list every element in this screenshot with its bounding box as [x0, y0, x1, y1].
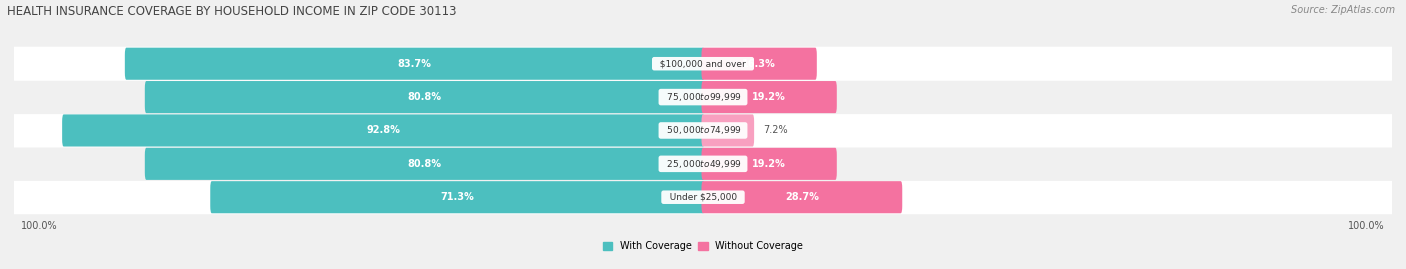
- Text: 7.2%: 7.2%: [763, 125, 787, 136]
- Text: 83.7%: 83.7%: [398, 59, 432, 69]
- FancyBboxPatch shape: [702, 81, 837, 113]
- FancyBboxPatch shape: [14, 147, 1392, 181]
- FancyBboxPatch shape: [702, 181, 903, 213]
- Text: $100,000 and over: $100,000 and over: [654, 59, 752, 68]
- Text: 19.2%: 19.2%: [752, 159, 786, 169]
- FancyBboxPatch shape: [14, 47, 1392, 81]
- FancyBboxPatch shape: [145, 148, 704, 180]
- Text: $25,000 to $49,999: $25,000 to $49,999: [661, 158, 745, 170]
- Text: $75,000 to $99,999: $75,000 to $99,999: [661, 91, 745, 103]
- FancyBboxPatch shape: [14, 80, 1392, 114]
- FancyBboxPatch shape: [702, 114, 754, 147]
- FancyBboxPatch shape: [702, 148, 837, 180]
- Text: $50,000 to $74,999: $50,000 to $74,999: [661, 125, 745, 136]
- FancyBboxPatch shape: [14, 114, 1392, 147]
- Text: 92.8%: 92.8%: [367, 125, 401, 136]
- Text: Under $25,000: Under $25,000: [664, 193, 742, 202]
- FancyBboxPatch shape: [125, 48, 704, 80]
- Text: 28.7%: 28.7%: [785, 192, 818, 202]
- FancyBboxPatch shape: [145, 81, 704, 113]
- FancyBboxPatch shape: [62, 114, 704, 147]
- Text: HEALTH INSURANCE COVERAGE BY HOUSEHOLD INCOME IN ZIP CODE 30113: HEALTH INSURANCE COVERAGE BY HOUSEHOLD I…: [7, 5, 457, 18]
- FancyBboxPatch shape: [14, 180, 1392, 214]
- Text: 100.0%: 100.0%: [21, 221, 58, 231]
- Text: 71.3%: 71.3%: [440, 192, 474, 202]
- Text: 80.8%: 80.8%: [408, 92, 441, 102]
- Text: 100.0%: 100.0%: [1348, 221, 1385, 231]
- Text: Source: ZipAtlas.com: Source: ZipAtlas.com: [1291, 5, 1395, 15]
- Text: 16.3%: 16.3%: [742, 59, 776, 69]
- Text: 80.8%: 80.8%: [408, 159, 441, 169]
- FancyBboxPatch shape: [702, 48, 817, 80]
- FancyBboxPatch shape: [211, 181, 704, 213]
- Text: 19.2%: 19.2%: [752, 92, 786, 102]
- Legend: With Coverage, Without Coverage: With Coverage, Without Coverage: [599, 238, 807, 255]
